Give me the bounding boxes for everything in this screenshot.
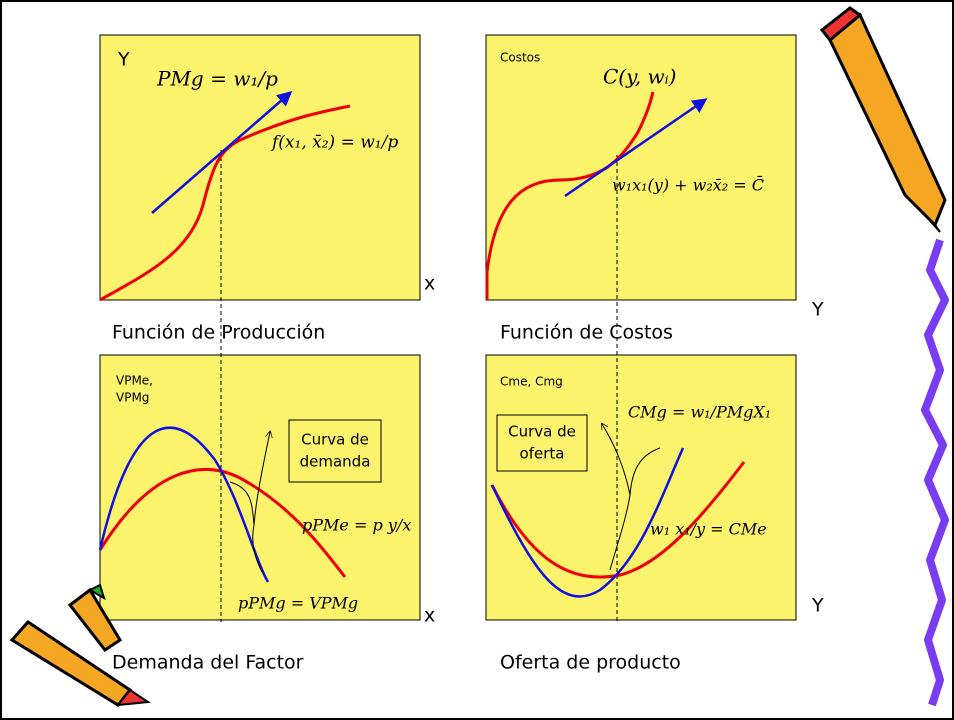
caption: Oferta de producto [500, 652, 681, 674]
panel [486, 355, 796, 620]
formula: C(y, wᵢ) [603, 65, 676, 89]
note-text: Curva de [508, 423, 576, 441]
axis-label: Costos [500, 51, 540, 65]
axis-label: Cme, Cmg [500, 375, 563, 389]
axis-label: x [424, 273, 435, 295]
formula: w₁x₁(y) + w₂x̄₂ = C̄ [612, 174, 764, 195]
formula: pPMg = VPMg [238, 594, 358, 613]
note-box [289, 420, 381, 482]
caption: Función de Producción [112, 322, 325, 344]
caption: Demanda del Factor [112, 652, 304, 674]
axis-label: VPMe, [116, 374, 153, 388]
axis-label: Y [811, 595, 824, 617]
axis-label: VPMg [116, 391, 149, 405]
note-text: Curva de [301, 431, 369, 449]
formula: CMg = w₁/PMgX₁ [628, 403, 771, 422]
formula: PMg = w₁/p [156, 67, 278, 91]
note-text: demanda [300, 453, 371, 471]
caption: Función de Costos [500, 322, 673, 344]
axis-label: Y [811, 299, 824, 321]
slide: Y x PMg = w₁/p f(x₁, x̄₂) = w₁/p Función… [0, 0, 954, 720]
axis-label: Y [117, 49, 130, 71]
note-text: oferta [520, 445, 565, 463]
formula: pPMe = p y/x [302, 516, 411, 535]
axis-label: x [424, 605, 435, 627]
formula: w₁ x₁/y = CMe [650, 520, 767, 539]
formula: f(x₁, x̄₂) = w₁/p [270, 133, 398, 153]
